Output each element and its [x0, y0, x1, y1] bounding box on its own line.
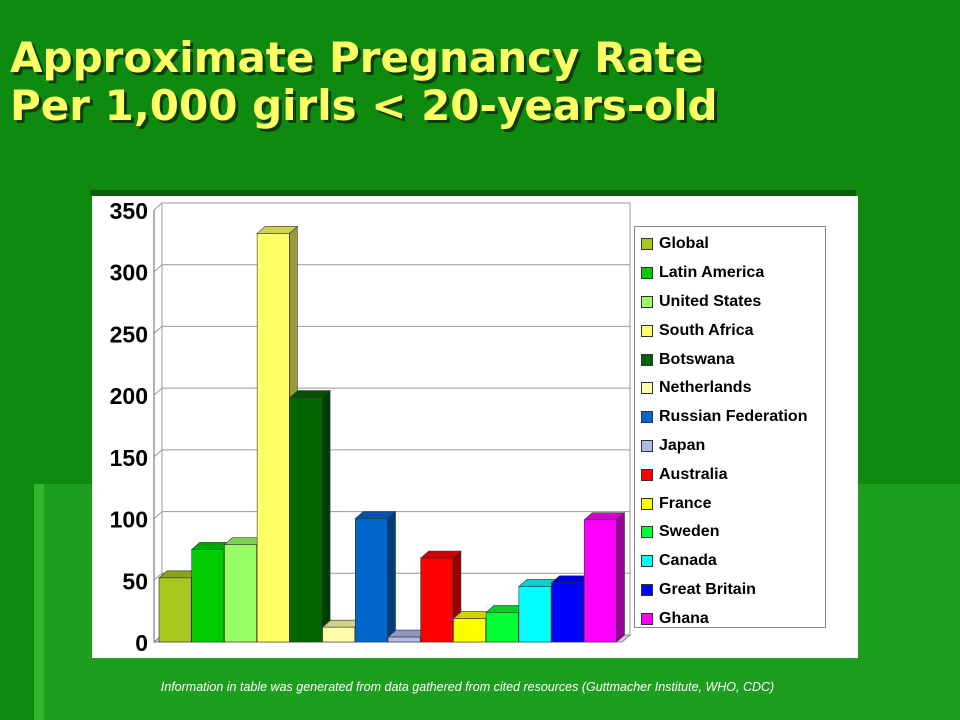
decorative-top-band: [90, 190, 856, 196]
y-tick-label: 250: [110, 321, 148, 347]
gridline-depth: [153, 449, 163, 458]
legend-swatch: [641, 583, 653, 596]
legend-swatch: [641, 497, 653, 510]
legend-label: Botswana: [659, 350, 735, 368]
legend-label: Global: [659, 235, 709, 253]
bar: [387, 636, 421, 643]
legend-item: Australia: [635, 460, 825, 489]
legend-label: Australia: [659, 465, 728, 483]
legend-item: Ghana: [635, 604, 825, 633]
chart-legend: Global Latin America United States South Af…: [634, 226, 826, 628]
legend-swatch: [641, 295, 653, 308]
legend-item: South Africa: [635, 316, 825, 345]
gridline-depth: [153, 387, 163, 396]
legend-item: Sweden: [635, 518, 825, 547]
source-footnote: Information in table was generated from …: [160, 680, 775, 694]
legend-item: Latin America: [635, 259, 825, 288]
legend-swatch: [641, 267, 653, 280]
y-tick-label: 350: [110, 198, 148, 224]
y-tick-label: 150: [110, 445, 148, 471]
legend-label: Japan: [659, 436, 706, 454]
legend-swatch: [641, 382, 653, 395]
bar: [420, 557, 454, 643]
gridline-depth: [153, 264, 163, 273]
legend-swatch: [641, 612, 653, 625]
legend-label: South Africa: [659, 321, 754, 339]
bar: [354, 518, 388, 643]
bar: [518, 586, 552, 643]
bar: [224, 544, 257, 643]
legend-label: Russian Federation: [659, 408, 808, 426]
bar: [583, 519, 617, 643]
gridline-depth: [153, 202, 163, 211]
slide-title: Approximate Pregnancy Rate Per 1,000 gir…: [10, 33, 955, 131]
bar: [322, 626, 356, 643]
legend-label: Great Britain: [659, 580, 756, 598]
bar: [158, 577, 192, 643]
bar: [485, 612, 519, 643]
legend-label: France: [659, 494, 712, 512]
legend-swatch: [641, 526, 653, 539]
legend-swatch: [641, 468, 653, 481]
legend-item: Global: [635, 230, 825, 259]
legend-item: United States: [635, 288, 825, 317]
legend-swatch: [641, 439, 653, 452]
gridline-depth: [153, 511, 163, 519]
y-tick-label: 50: [122, 568, 148, 594]
bar: [191, 549, 225, 643]
y-tick-label: 300: [110, 260, 148, 286]
legend-swatch: [641, 324, 653, 337]
legend-item: Netherlands: [635, 374, 825, 403]
legend-swatch: [641, 353, 653, 366]
legend-item: Japan: [635, 432, 825, 461]
bar-side: [387, 510, 396, 643]
decorative-left-strip: [34, 484, 44, 720]
slide-title-line-2: Per 1,000 girls < 20-years-old: [10, 81, 718, 131]
legend-swatch: [641, 238, 653, 251]
legend-item: Great Britain: [635, 576, 825, 605]
legend-label: Netherlands: [659, 379, 752, 397]
bar-side: [321, 389, 331, 643]
y-tick-label: 100: [110, 507, 148, 533]
bar-side: [616, 512, 625, 643]
gridline-depth: [153, 326, 163, 334]
y-tick-label: 0: [135, 630, 148, 656]
legend-item: Russian Federation: [635, 403, 825, 432]
legend-item: France: [635, 489, 825, 518]
legend-label: Ghana: [659, 609, 709, 627]
legend-item: Botswana: [635, 345, 825, 374]
bar: [453, 618, 486, 643]
legend-swatch: [641, 555, 653, 568]
bar: [256, 233, 290, 643]
legend-label: Canada: [659, 552, 717, 570]
legend-swatch: [641, 411, 653, 424]
bar: [551, 582, 585, 643]
gridline-depth: [153, 572, 163, 581]
legend-item: Canada: [635, 547, 825, 576]
legend-label: United States: [659, 292, 762, 310]
y-tick-label: 200: [110, 383, 148, 409]
legend-label: Latin America: [659, 264, 765, 282]
bar: [289, 397, 323, 643]
legend-label: Sweden: [659, 523, 720, 541]
bar-chart: 350 300 250 200 150 100 50 0: [110, 198, 632, 656]
slide-title-line-1: Approximate Pregnancy Rate: [10, 33, 704, 82]
